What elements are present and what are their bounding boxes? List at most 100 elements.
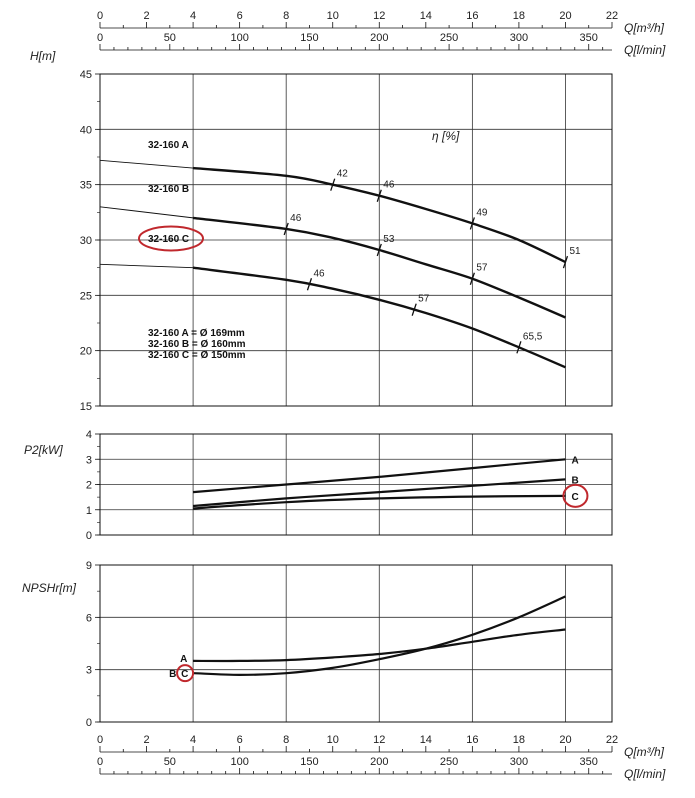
power-ytick-label: 1: [86, 505, 92, 517]
q-axis-lmin-label: 200: [370, 32, 388, 44]
npsh-curve-a: [193, 628, 566, 663]
q-axis-m3h-label: 2: [143, 734, 149, 746]
npsh-frame: [99, 564, 613, 723]
q-axis-lmin-label: 100: [230, 756, 248, 768]
q-axis-lmin-label: 350: [580, 756, 598, 768]
q-axis-lmin-label: 250: [440, 756, 458, 768]
head-curve-32-160-c: [192, 266, 566, 369]
q-axis-m3h-title: Q[m³/h]: [624, 21, 665, 35]
efficiency-mark-label: 57: [418, 294, 430, 305]
diameter-annotation: 32-160 A = Ø 169mm: [148, 328, 245, 339]
q-axis-m3h-label: 20: [559, 10, 571, 22]
power-curve-a: [193, 458, 566, 494]
diameter-annotation: 32-160 C = Ø 150mm: [148, 350, 246, 361]
power-ytick-label: 3: [86, 454, 92, 466]
q-axis-lmin-label: 50: [164, 756, 176, 768]
power-ytick-label: 0: [86, 530, 92, 542]
q-axis-lmin-label: 200: [370, 756, 388, 768]
power-curve-c: [193, 494, 566, 510]
q-axis-lmin-title: Q[l/min]: [624, 43, 666, 57]
head-ytick-label: 45: [80, 69, 92, 81]
power-frame: [99, 433, 613, 536]
head-ytick-label: 35: [80, 180, 92, 192]
q-axis-lmin-label: 50: [164, 32, 176, 44]
npsh-panel: 0 3 6 9: [86, 560, 613, 729]
q-axis-lmin-label: 0: [97, 756, 103, 768]
q-axis-m3h-title: Q[m³/h]: [624, 745, 665, 759]
q-axis-lmin-label: 150: [300, 32, 318, 44]
q-axis-m3h-label: 22: [606, 734, 618, 746]
efficiency-mark-label: 46: [313, 268, 325, 279]
efficiency-mark-label: 46: [383, 180, 395, 191]
efficiency-mark: [516, 341, 522, 354]
power-panel: 0 1 2 3 4: [86, 429, 613, 542]
q-axis-m3h-label: 14: [420, 10, 432, 22]
q-axis-lmin-label: 300: [510, 32, 528, 44]
efficiency-mark-label: 46: [290, 213, 302, 224]
efficiency-mark-label: 49: [476, 207, 488, 218]
q-axis-m3h-label: 0: [97, 10, 103, 22]
q-axis-lmin-label: 100: [230, 32, 248, 44]
q-axis-m3h-label: 12: [373, 10, 385, 22]
npsh-ytick-label: 3: [86, 665, 92, 677]
q-axis-m3h-label: 14: [420, 734, 432, 746]
head-curve-label: 32-160 B: [148, 184, 189, 195]
efficiency-mark: [306, 278, 313, 291]
power-ytick-label: 4: [86, 429, 92, 441]
q-axis-lmin-label: 300: [510, 756, 528, 768]
npsh-curve-label: B: [169, 669, 176, 680]
power-ytick-label: 2: [86, 480, 92, 492]
head-curve-shutoff-32-160-a: [99, 159, 194, 169]
efficiency-mark: [411, 303, 417, 316]
q-axis-m3h-label: 6: [237, 734, 243, 746]
q-axis-m3h-label: 6: [237, 10, 243, 22]
head-ytick-label: 25: [80, 290, 92, 302]
head-curve-shutoff-32-160-b: [99, 206, 194, 219]
q-axis-m3h-label: 2: [143, 10, 149, 22]
q-axis-m3h-label: 18: [513, 10, 525, 22]
q-axis-m3h-label: 8: [283, 10, 289, 22]
power-curve-label: C: [571, 492, 578, 503]
q-axis-m3h-label: 0: [97, 734, 103, 746]
q-axis-m3h-label: 12: [373, 734, 385, 746]
npsh-curve-b-c: [193, 595, 566, 677]
q-axis-lmin-label: 250: [440, 32, 458, 44]
efficiency-mark-label: 42: [337, 169, 349, 180]
highlight-ellipse-npsh-c: [176, 664, 195, 683]
npsh-ytick-label: 6: [86, 612, 92, 624]
q-axis-m3h-label: 20: [559, 734, 571, 746]
q-axis-lmin-title: Q[l/min]: [624, 767, 666, 781]
npsh-ytick-label: 9: [86, 560, 92, 572]
efficiency-mark: [283, 222, 289, 236]
efficiency-mark: [376, 189, 382, 202]
head-ytick-label: 30: [80, 235, 92, 247]
q-axis-m3h-label: 10: [327, 734, 339, 746]
diameter-annotation: 32-160 B = Ø 160mm: [148, 339, 246, 350]
efficiency-mark-label: 53: [383, 234, 395, 245]
head-ytick-label: 20: [80, 346, 92, 358]
q-axis-m3h-label: 16: [466, 10, 478, 22]
head-ytick-label: 15: [80, 401, 92, 413]
npsh-axis-title: NPSHr[m]: [22, 581, 77, 595]
q-axis-top: 0 2 4 6 8 10 12 14 16 18 20 22 0 50 100 150 200 250 300 350…: [97, 10, 666, 57]
power-axis-title: P2[kW]: [24, 443, 63, 457]
highlight-ellipse-power-c: [562, 483, 589, 508]
q-axis-m3h-label: 18: [513, 734, 525, 746]
efficiency-mark: [376, 243, 382, 257]
head-panel: 15 20 25 30 35 40 45: [80, 69, 613, 413]
efficiency-mark-label: 65,5: [523, 331, 543, 342]
npsh-ytick-label: 0: [86, 717, 92, 729]
q-axis-m3h-label: 8: [283, 734, 289, 746]
npsh-curve-label: C: [181, 669, 188, 680]
head-axis-title: H[m]: [30, 49, 56, 63]
q-axis-bottom: 0 2 4 6 8 10 12 14 16 18 20 22 0 50 100 150 200 250 300 350…: [97, 734, 666, 781]
head-ytick-label: 40: [80, 124, 92, 136]
q-axis-m3h-label: 16: [466, 734, 478, 746]
head-curve-label: 32-160 A: [148, 140, 189, 151]
power-curve-label: A: [571, 455, 578, 466]
q-axis-lmin-label: 350: [580, 32, 598, 44]
head-curve-label: 32-160 C: [148, 234, 189, 245]
highlight-ellipse-32-160-c: [138, 225, 204, 252]
head-curve-shutoff-32-160-c: [99, 263, 194, 269]
